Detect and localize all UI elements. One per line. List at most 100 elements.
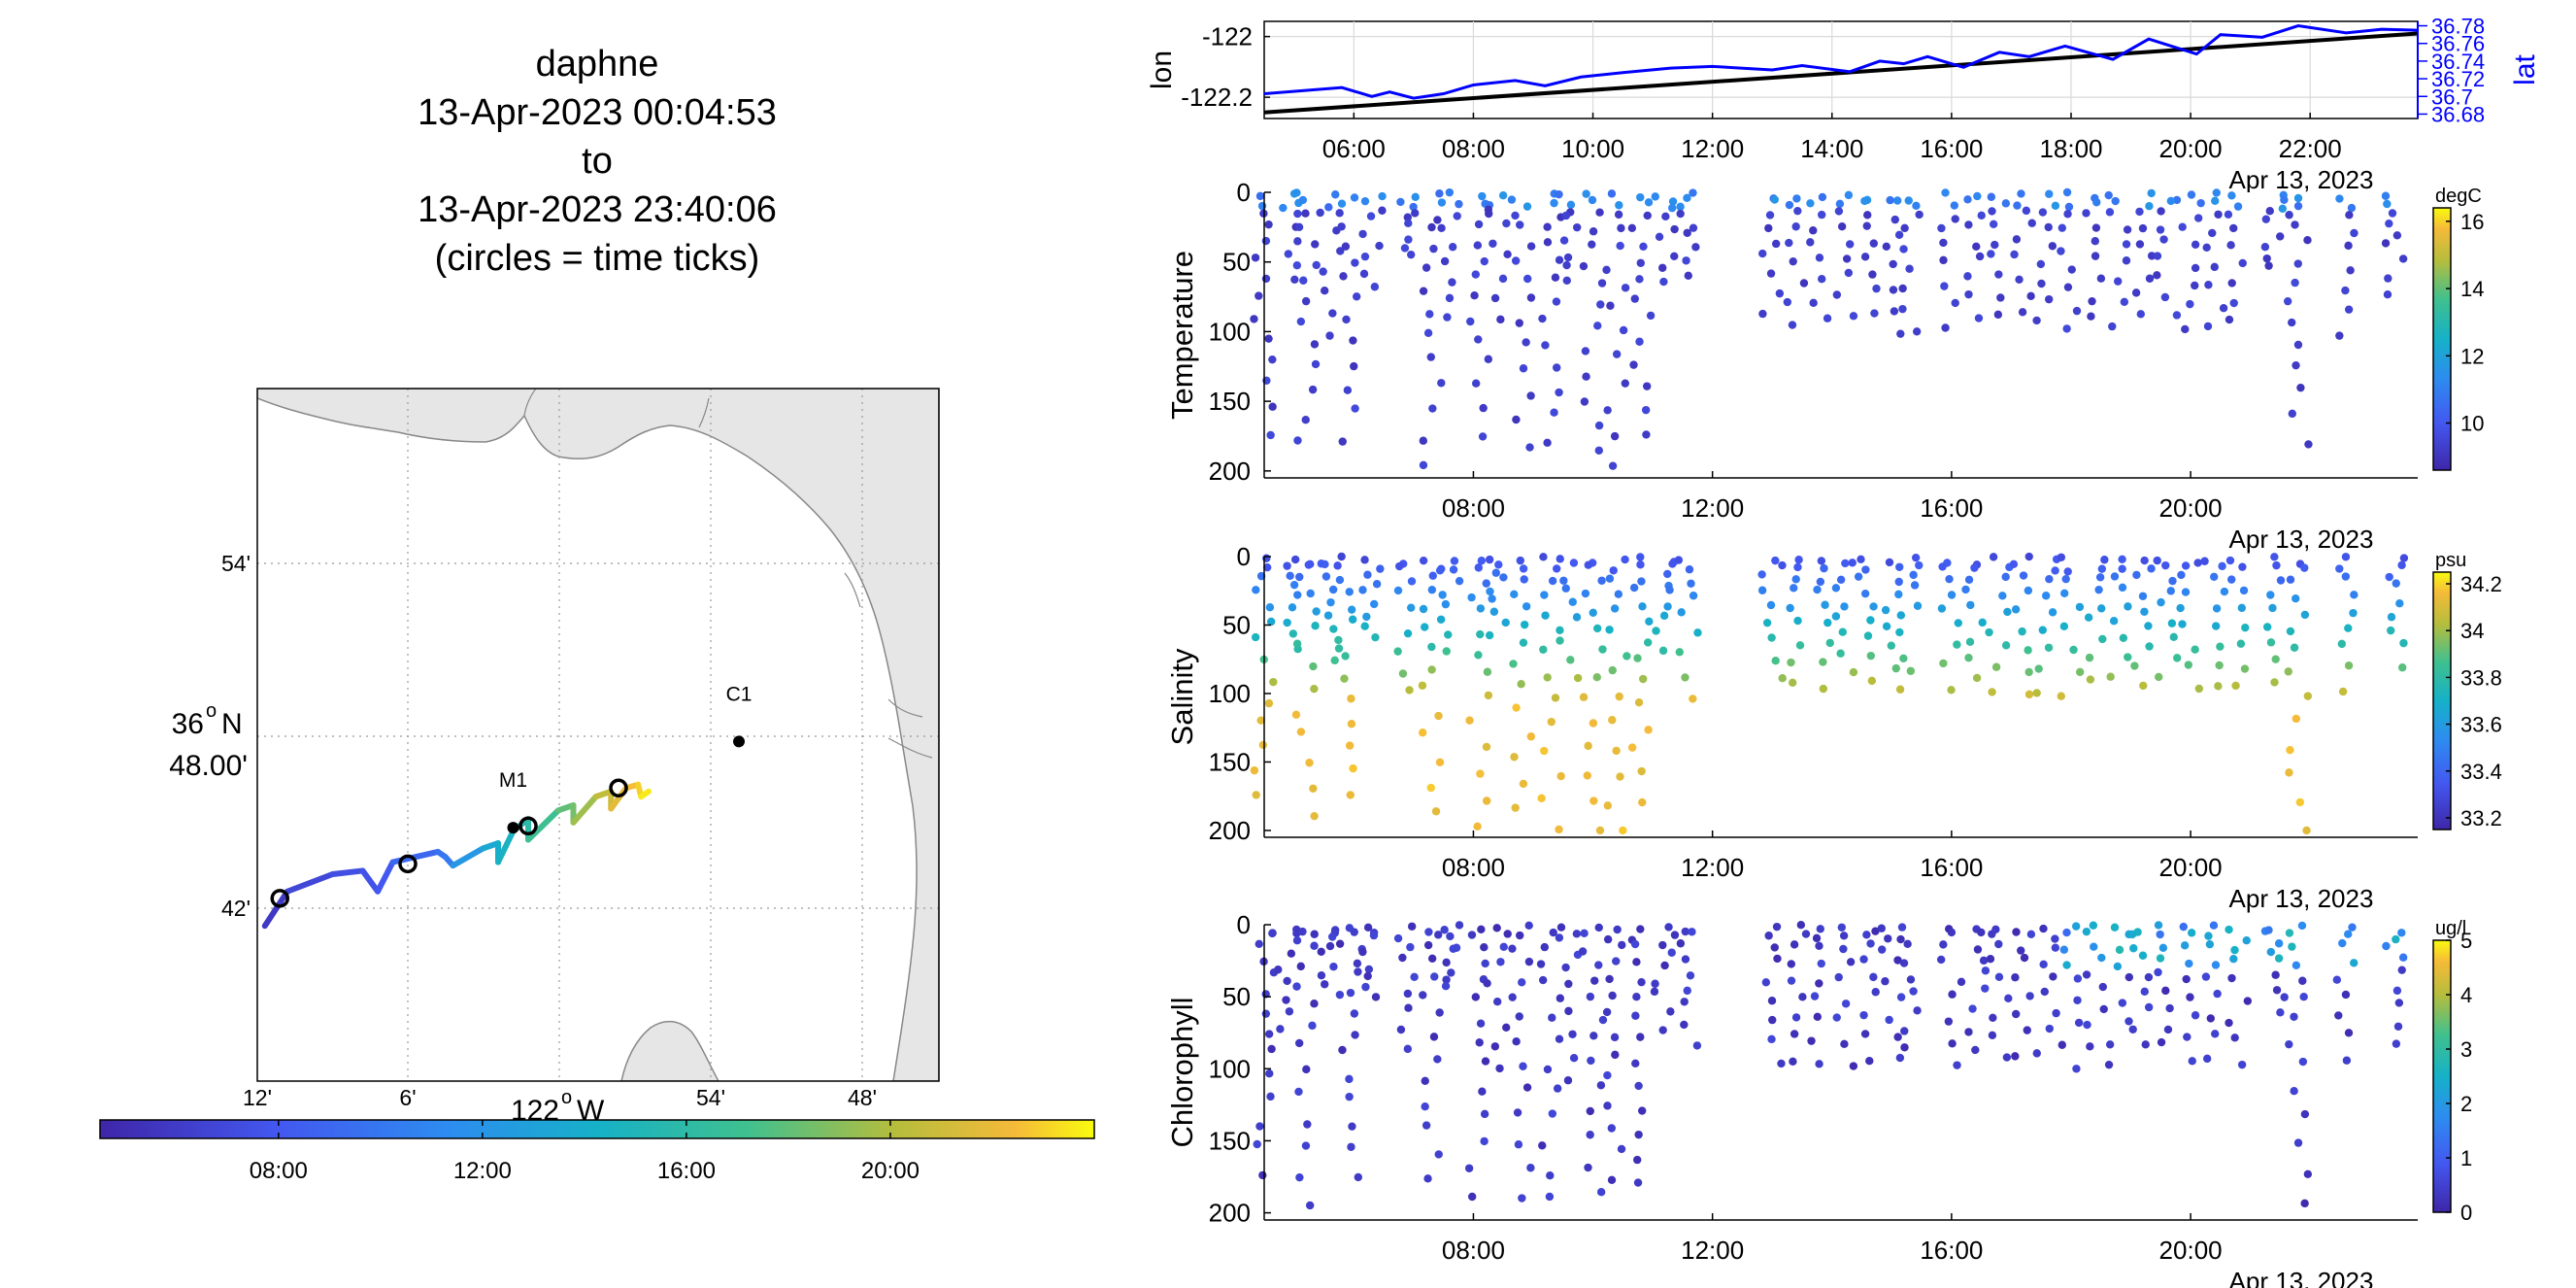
data-point [2202,243,2211,253]
data-point [1634,1130,1643,1139]
y-tick-label: 200 [1209,816,1251,845]
data-point [2158,943,2168,953]
y-tick-label: 50 [1222,248,1251,277]
data-point [1556,994,1565,1002]
data-point [1618,940,1626,950]
data-point [1787,658,1795,667]
data-point [1866,651,1875,661]
track-segment [329,867,366,877]
data-point [1619,325,1628,335]
data-point [2209,921,2219,930]
data-point [1676,939,1686,948]
data-point [1594,421,1604,430]
data-point [2211,622,2221,630]
colorbar-tick-label: 33.6 [2460,713,2502,737]
data-point [1854,572,1863,581]
data-point [1817,959,1825,968]
data-point [2193,559,2202,567]
data-point [1369,931,1379,940]
data-point [2303,1169,2313,1178]
data-point [1343,386,1353,394]
data-point [1325,331,1334,340]
data-point [2069,645,2078,655]
data-point [2124,972,2133,982]
data-point [1637,577,1646,586]
data-point [1940,282,1949,290]
data-point [1308,385,1318,394]
data-point [1292,188,1301,197]
data-point [1614,210,1623,220]
data-point [1998,592,2007,600]
data-point [1623,652,1631,661]
data-point [2300,1109,2310,1119]
data-point [1681,927,1689,936]
data-point [1335,209,1344,218]
data-point [1791,1013,1801,1022]
data-point [1510,753,1519,762]
data-point [1303,1120,1312,1129]
panel-ylabel: Temperature [1165,251,1199,420]
data-point [2300,563,2309,572]
data-point [1480,1136,1489,1146]
data-point [1970,563,1979,572]
data-point [1520,620,1529,629]
data-point [1485,630,1494,640]
data-point [1541,611,1550,620]
data-point [1418,681,1427,690]
data-point [1522,1083,1532,1092]
data-point [2214,210,2223,219]
data-point [1347,1142,1355,1151]
data-point [1292,639,1302,648]
data-point [2290,1086,2298,1096]
data-point [2270,553,2279,561]
data-point [1295,1172,1304,1182]
data-point [1310,684,1319,694]
data-point [1419,436,1428,445]
data-point [1311,359,1321,369]
data-point [1968,1004,1977,1013]
data-point [2227,279,2236,288]
data-point [1484,355,1493,363]
data-point [2399,638,2408,648]
data-point [2237,603,2247,613]
data-point [1335,990,1345,1000]
data-point [1632,993,1641,1001]
data-point [1881,977,1890,986]
data-point [1434,1150,1443,1159]
data-point [1594,923,1603,932]
data-point [2212,188,2221,197]
data-point [1317,559,1325,568]
data-point [2285,929,2294,937]
data-point [2194,684,2204,694]
data-point [1785,238,1793,248]
data-point [1961,585,1970,594]
panel-ylabel: Salinity [1165,648,1199,745]
data-point [2392,986,2402,996]
data-point [1341,652,1350,661]
data-point [1274,966,1283,974]
data-point [2147,252,2157,260]
data-point [1556,636,1564,645]
data-point [1540,942,1549,952]
data-point [2038,626,2047,634]
data-point [1691,243,1700,252]
data-point [1894,577,1903,587]
data-point [1683,193,1691,202]
data-point [1663,602,1672,611]
data-point [2218,561,2226,571]
data-point [1538,314,1547,323]
data-point [1615,201,1623,210]
data-point [1334,635,1343,645]
data-point [1972,673,1982,683]
data-point [1597,576,1606,585]
data-point [1581,589,1590,598]
data-point [1846,958,1856,966]
data-point [1909,987,1918,996]
data-point [2097,604,2106,613]
data-point [2051,943,2060,952]
position-ylabel-lon: lon [1146,51,1178,89]
data-point [2264,261,2273,270]
data-point [2097,953,2106,963]
